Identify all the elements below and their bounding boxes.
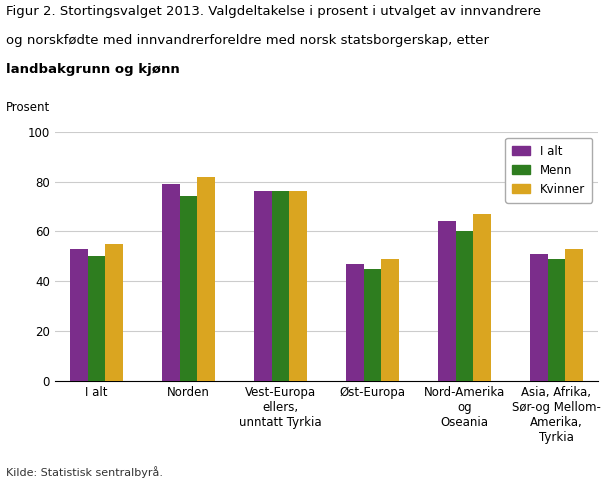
Bar xyxy=(456,231,473,381)
Legend: I alt, Menn, Kvinner: I alt, Menn, Kvinner xyxy=(505,138,592,203)
Bar xyxy=(530,254,548,381)
Bar xyxy=(381,259,398,381)
Text: Kilde: Statistisk sentralbyrå.: Kilde: Statistisk sentralbyrå. xyxy=(6,467,163,478)
Bar xyxy=(88,256,105,381)
Text: Prosent: Prosent xyxy=(6,102,50,114)
Text: og norskfødte med innvandrerforeldre med norsk statsborgerskap, etter: og norskfødte med innvandrerforeldre med… xyxy=(6,34,489,47)
Text: landbakgrunn og kjønn: landbakgrunn og kjønn xyxy=(6,63,180,77)
Bar xyxy=(364,268,381,381)
Bar xyxy=(179,197,197,381)
Bar xyxy=(254,191,271,381)
Bar xyxy=(271,191,289,381)
Bar xyxy=(473,214,490,381)
Bar xyxy=(289,191,307,381)
Bar xyxy=(346,264,364,381)
Text: Figur 2. Stortingsvalget 2013. Valgdeltakelse i prosent i utvalget av innvandrer: Figur 2. Stortingsvalget 2013. Valgdelta… xyxy=(6,5,541,18)
Bar xyxy=(565,249,583,381)
Bar xyxy=(197,177,215,381)
Bar xyxy=(438,222,456,381)
Bar xyxy=(105,244,123,381)
Bar xyxy=(70,249,88,381)
Bar xyxy=(162,184,179,381)
Bar xyxy=(548,259,565,381)
